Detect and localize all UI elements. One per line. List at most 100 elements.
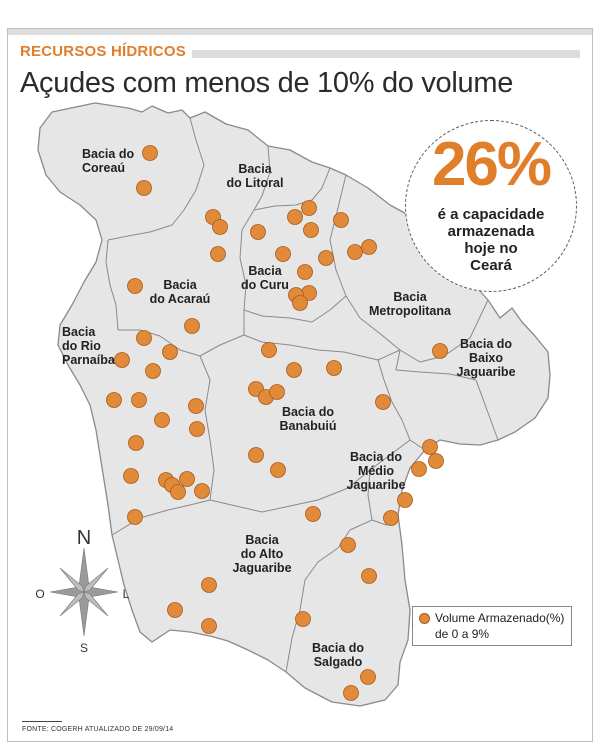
region-label-line: Metropolitana (369, 304, 452, 318)
capacity-caption-line: hoje no (464, 240, 518, 257)
region-label-coreau: Bacia do Coreaú (82, 147, 134, 175)
reservoir-dots (106, 145, 448, 701)
region-label-line: Bacia do (460, 337, 512, 351)
reservoir-dot (411, 461, 427, 477)
compass-rose-icon: N S O L (35, 527, 129, 655)
region-label-line: do Litoral (227, 176, 284, 190)
reservoir-dot (269, 384, 285, 400)
reservoir-dot (127, 509, 143, 525)
region-label-line: Salgado (314, 655, 363, 669)
reservoir-dot (428, 453, 444, 469)
reservoir-dot (305, 506, 321, 522)
reservoir-dot (347, 244, 363, 260)
border-banabuiu-east (377, 359, 411, 441)
reservoir-dot (162, 344, 178, 360)
page-title: Açudes com menos de 10% do volume (20, 67, 514, 99)
reservoir-dot (361, 239, 377, 255)
reservoir-dot (136, 180, 152, 196)
capacity-caption-line: é a capacidade (437, 206, 545, 223)
reservoir-dot (248, 447, 264, 463)
border-metro-west (329, 174, 347, 297)
region-label-line: Jaguaribe (346, 478, 405, 492)
region-label-line: do Acaraú (150, 292, 211, 306)
source-rule (22, 721, 62, 722)
figure-frame (7, 28, 593, 742)
reservoir-dot (142, 145, 158, 161)
reservoir-dot (432, 343, 448, 359)
border-salgado-west (285, 519, 373, 673)
region-label-line: do Rio (62, 339, 101, 353)
border-acarau-west (105, 239, 119, 331)
reservoir-dot (318, 250, 334, 266)
reservoir-dot (145, 363, 161, 379)
legend-dot-icon (419, 613, 430, 624)
reservoir-dot (303, 222, 319, 238)
reservoir-dot (422, 439, 438, 455)
reservoir-dot (131, 392, 147, 408)
reservoir-dot (106, 392, 122, 408)
reservoir-dot (127, 278, 143, 294)
capacity-caption-line: Ceará (470, 257, 512, 274)
reservoir-dot (154, 412, 170, 428)
region-label-line: Bacia (238, 162, 272, 176)
compass-south: S (80, 641, 88, 655)
reservoir-dot (123, 468, 139, 484)
reservoir-dot (261, 342, 277, 358)
reservoir-dot (184, 318, 200, 334)
region-label-banabuiu: Bacia do Banabuiú (280, 405, 337, 433)
reservoir-dot (333, 212, 349, 228)
reservoir-dot (340, 537, 356, 553)
section-bar (192, 50, 580, 58)
section-label: RECURSOS HÍDRICOS (20, 43, 186, 60)
reservoir-dot (136, 330, 152, 346)
reservoir-dot (201, 618, 217, 634)
reservoir-dot (167, 602, 183, 618)
border-metro-south (345, 295, 489, 363)
reservoir-dot (383, 510, 399, 526)
reservoir-dot (286, 362, 302, 378)
region-label-line: Bacia (163, 278, 197, 292)
region-label-line: Bacia (248, 264, 282, 278)
region-label-line: Médio (358, 464, 394, 478)
region-label-line: Bacia (393, 290, 427, 304)
reservoir-dot (297, 264, 313, 280)
reservoir-dot (275, 246, 291, 262)
reservoir-dot (361, 568, 377, 584)
map-legend: Volume Armazenado(%) de 0 a 9% (412, 606, 572, 646)
reservoir-dot (128, 435, 144, 451)
border-alto-north (111, 499, 211, 536)
reservoir-dot (189, 421, 205, 437)
capacity-percent: 26% (431, 130, 552, 199)
border-coreau (107, 117, 205, 241)
reservoir-dot (375, 394, 391, 410)
region-label-line: Bacia (245, 533, 279, 547)
legend-range: de 0 a 9% (435, 627, 490, 641)
reservoir-dot (170, 484, 186, 500)
border-baixo-west (395, 349, 499, 441)
capacity-caption: é a capacidade armazenada hoje no Ceará (406, 206, 576, 274)
reservoir-dot (295, 611, 311, 627)
reservoir-dot (343, 685, 359, 701)
reservoir-dot (179, 471, 195, 487)
reservoir-dot (114, 352, 130, 368)
capacity-callout: 26% é a capacidade armazenada hoje no Ce… (405, 120, 577, 292)
region-label-medio-jaguaribe: Bacia do Médio Jaguaribe (346, 450, 405, 492)
reservoir-dot (188, 398, 204, 414)
region-label-baixo-jaguaribe: Bacia do Baixo Jaguaribe (456, 337, 515, 379)
region-label-line: Parnaíba (62, 353, 116, 367)
reservoir-dot (301, 200, 317, 216)
region-label-line: Bacia (62, 325, 96, 339)
region-label-line: Bacia do (282, 405, 334, 419)
region-label-line: do Curu (241, 278, 289, 292)
border-parnaiba-east (199, 355, 215, 501)
region-label-line: Baixo (469, 351, 503, 365)
source-note: FONTE: COGERH ATUALIZADO DE 29/09/14 (22, 726, 174, 733)
reservoir-dot (397, 492, 413, 508)
border-litoral-east (253, 145, 271, 211)
top-bar (8, 29, 592, 35)
region-label-line: do Alto (241, 547, 284, 561)
region-label-parnaiba: Bacia do Rio Parnaíba (62, 325, 116, 367)
region-label-curu: Bacia do Curu (241, 264, 289, 292)
border-banabuiu-south (209, 439, 426, 513)
